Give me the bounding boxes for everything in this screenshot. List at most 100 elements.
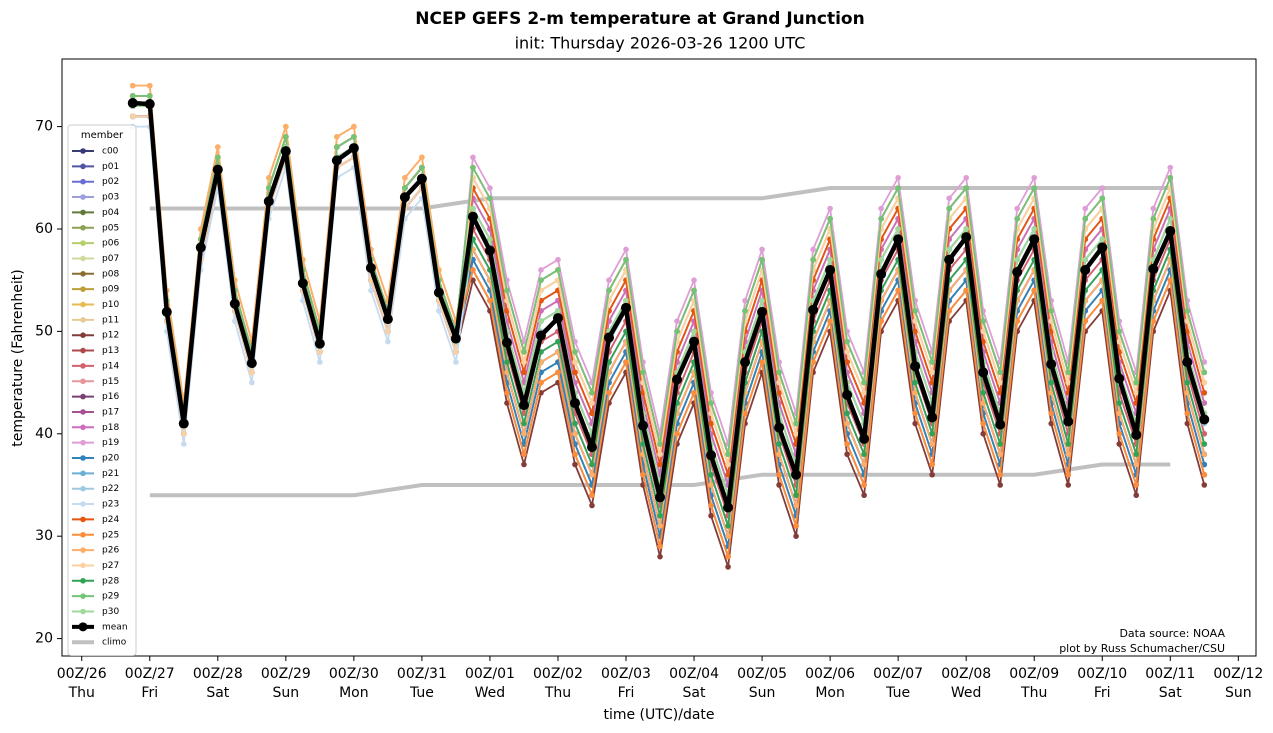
- mean-point: [842, 389, 853, 400]
- member-point: [214, 154, 221, 161]
- x-tick-weekday: Fri: [141, 685, 158, 701]
- x-tick-weekday: Mon: [339, 685, 369, 701]
- x-tick-label: 00Z/04: [669, 666, 719, 682]
- member-point: [1048, 410, 1055, 417]
- member-point: [266, 174, 272, 181]
- x-tick-label: 00Z/01: [465, 666, 515, 682]
- legend-marker: [80, 347, 86, 354]
- member-point: [1184, 410, 1191, 417]
- member-point: [946, 246, 952, 253]
- mean-point: [1131, 429, 1142, 440]
- mean-point: [484, 245, 495, 256]
- x-tick-weekday: Sat: [206, 685, 229, 701]
- member-point: [385, 338, 391, 345]
- legend-marker: [80, 578, 86, 584]
- member-point: [776, 379, 782, 386]
- member-point: [1201, 441, 1208, 447]
- member-point: [776, 471, 782, 478]
- member-point: [759, 297, 765, 304]
- legend-marker: [78, 622, 88, 632]
- member-point: [521, 359, 527, 365]
- member-point: [1167, 277, 1174, 283]
- member-point: [895, 287, 901, 294]
- mean-point: [569, 398, 580, 409]
- member-point: [1201, 400, 1208, 406]
- member-point: [963, 174, 969, 181]
- legend-marker: [80, 286, 86, 292]
- mean-point: [825, 264, 836, 275]
- member-point: [1099, 297, 1106, 304]
- member-point: [334, 144, 340, 150]
- member-point: [997, 379, 1003, 386]
- member-point: [963, 287, 969, 294]
- x-tick-weekday: Tue: [409, 685, 434, 701]
- member-point: [623, 246, 629, 253]
- member-point: [691, 277, 697, 283]
- member-point: [249, 379, 255, 386]
- member-point: [1133, 492, 1140, 499]
- member-point: [555, 256, 561, 263]
- mean-point: [297, 278, 308, 289]
- member-point: [844, 441, 850, 447]
- member-point: [385, 328, 391, 335]
- member-point: [895, 174, 901, 181]
- legend-label: p21: [102, 469, 119, 479]
- member-point: [589, 471, 595, 478]
- y-tick-label: 70: [35, 119, 53, 135]
- member-point: [1201, 359, 1208, 365]
- member-point: [504, 287, 510, 294]
- legend-marker: [80, 485, 86, 492]
- member-point: [368, 287, 374, 294]
- member-point: [1184, 420, 1191, 427]
- legend-marker: [80, 209, 86, 216]
- legend-label: p28: [102, 576, 119, 586]
- member-point: [861, 492, 867, 499]
- mean-point: [808, 304, 819, 315]
- member-point: [1082, 215, 1089, 222]
- member-point: [521, 369, 527, 376]
- mean-point: [893, 234, 904, 245]
- member-point: [912, 390, 918, 396]
- member-point: [912, 328, 918, 335]
- member-point: [929, 369, 935, 376]
- legend-label: p08: [102, 269, 119, 279]
- member-point: [232, 318, 238, 324]
- mean-point: [1199, 414, 1210, 425]
- member-point: [929, 430, 935, 437]
- member-point: [402, 174, 408, 181]
- member-point: [725, 564, 731, 570]
- x-tick-weekday: Tue: [885, 685, 910, 701]
- member-point: [1201, 451, 1208, 458]
- member-point: [1133, 379, 1140, 386]
- member-point: [691, 287, 697, 294]
- legend-label: climo: [102, 638, 127, 648]
- mean-point: [399, 192, 410, 203]
- legend-marker: [80, 378, 86, 385]
- member-point: [691, 390, 697, 396]
- mean-point: [1046, 359, 1057, 370]
- mean-point: [910, 361, 921, 372]
- legend-marker: [80, 501, 86, 507]
- mean-point: [178, 418, 189, 429]
- member-point: [657, 523, 663, 529]
- y-tick-label: 60: [35, 221, 53, 237]
- x-tick-weekday: Fri: [618, 685, 635, 701]
- member-point: [1133, 390, 1140, 396]
- member-point: [844, 338, 850, 345]
- member-point: [453, 359, 459, 365]
- legend-label: p23: [102, 500, 119, 510]
- member-point: [572, 349, 578, 355]
- member-point: [1116, 400, 1123, 406]
- x-tick-weekday: Sun: [749, 685, 776, 701]
- member-point: [1099, 195, 1106, 202]
- member-point: [572, 451, 578, 458]
- mean-point: [655, 492, 666, 503]
- legend-label: p22: [102, 484, 119, 494]
- member-point: [793, 523, 799, 529]
- legend-label: p19: [102, 438, 119, 448]
- member-point: [912, 308, 918, 314]
- member-line: [132, 95, 1206, 456]
- x-tick-label: 00Z/07: [873, 666, 923, 682]
- member-point: [1133, 461, 1140, 468]
- member-point: [538, 318, 544, 324]
